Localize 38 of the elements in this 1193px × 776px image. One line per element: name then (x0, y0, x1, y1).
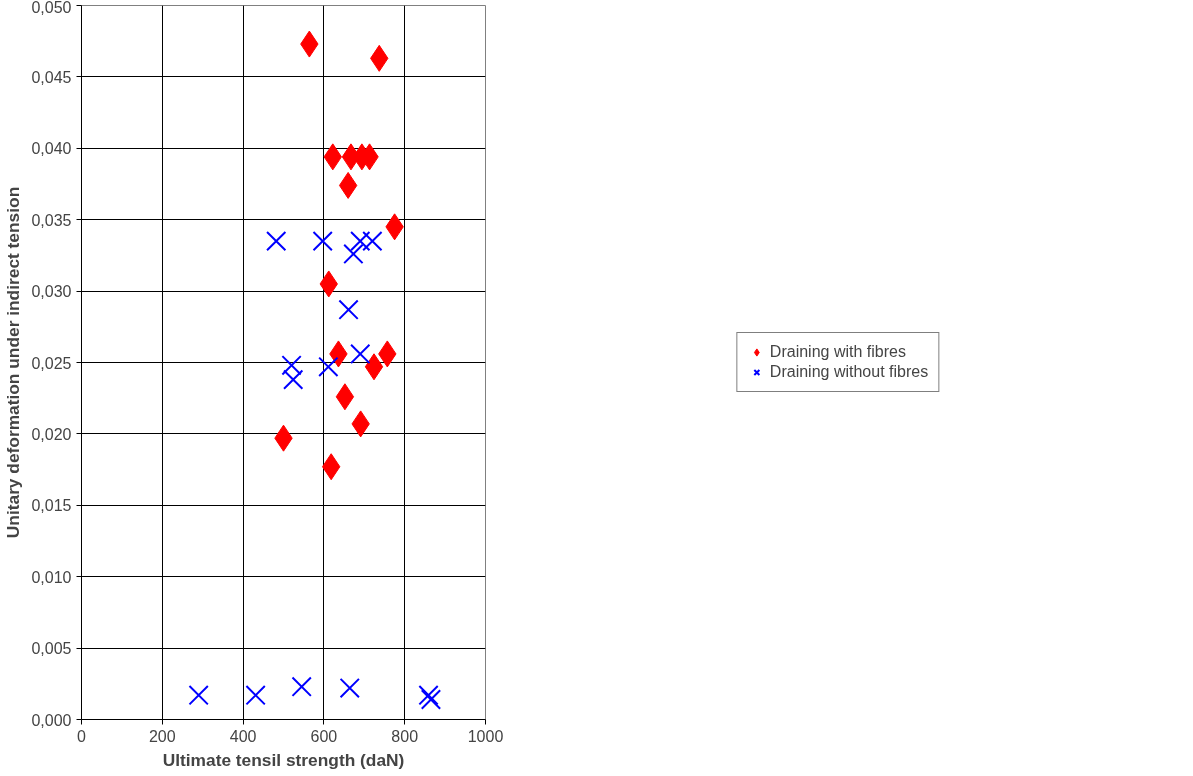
point (335, 383, 355, 411)
y-tick-label: 0,015 (31, 497, 72, 515)
x-tick-label: 1000 (467, 727, 504, 745)
point (283, 369, 304, 390)
point (350, 343, 371, 365)
x-tick-label: 0 (77, 727, 87, 745)
point (350, 230, 371, 252)
x-tick-label: 800 (391, 727, 419, 745)
y-tick-label: 0,010 (31, 568, 72, 586)
y-axis-title: Unitary deformation under indirect tension (3, 186, 24, 539)
y-tick-label: 0,050 (31, 0, 72, 16)
x-tick-label: 400 (229, 727, 257, 745)
y-tick-label: 0,000 (31, 711, 72, 729)
point (266, 230, 287, 252)
x-tick-label: 600 (310, 727, 338, 745)
y-tick-label: 0,025 (31, 354, 72, 372)
point (364, 353, 384, 381)
point (188, 685, 209, 706)
point (343, 243, 364, 265)
y-tick-label: 0,045 (31, 68, 72, 86)
point (362, 230, 383, 252)
point (245, 685, 266, 706)
y-tick-label: 0,035 (31, 211, 72, 229)
y-tick-label: 0,030 (31, 283, 72, 301)
point (291, 676, 312, 697)
y-tick-label: 0,040 (31, 140, 72, 158)
legend-label: Draining without fibres (769, 363, 929, 381)
point (281, 355, 302, 376)
x-tick-label: 200 (148, 727, 176, 745)
point (339, 677, 360, 699)
legend-label: Draining with fibres (769, 343, 906, 361)
point (338, 171, 358, 199)
y-tick-label: 0,020 (31, 425, 72, 443)
point (338, 299, 359, 320)
y-tick-label: 0,005 (31, 640, 72, 658)
point (312, 230, 333, 252)
x-axis-title: Ultimate tensil strength (daN) (162, 749, 405, 770)
point (318, 356, 339, 377)
